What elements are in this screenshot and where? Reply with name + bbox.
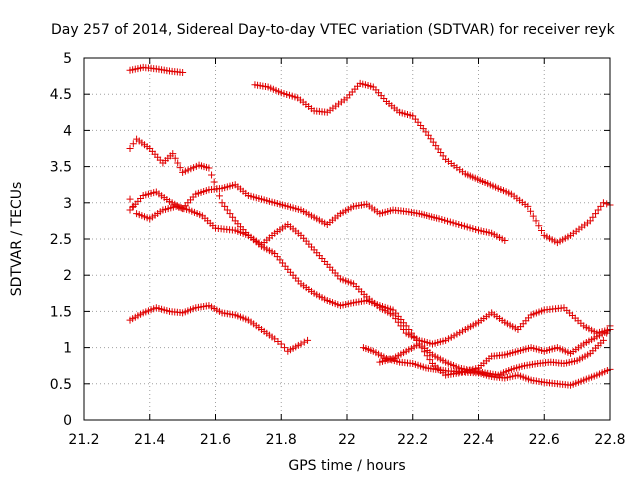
- series-s2: [251, 79, 614, 247]
- y-tick-label: 3.5: [50, 160, 72, 176]
- data-point: [405, 326, 413, 333]
- data-point: [524, 202, 532, 210]
- data-point: [176, 164, 184, 172]
- x-axis-label: GPS time / hours: [288, 458, 405, 474]
- data-point: [223, 206, 231, 214]
- y-tick-label: 3: [63, 196, 72, 212]
- data-point: [171, 154, 179, 162]
- data-point: [297, 340, 305, 348]
- data-point: [229, 213, 237, 221]
- data-point: [226, 210, 234, 218]
- grid: [84, 58, 610, 420]
- y-tick-label: 2.5: [50, 232, 72, 248]
- x-tick-label: 22.8: [594, 432, 625, 448]
- data-point: [208, 171, 216, 179]
- y-tick-label: 1: [63, 341, 72, 357]
- y-tick-label: 2: [63, 268, 72, 284]
- series-s1: [126, 63, 187, 76]
- series-s3: [126, 135, 614, 348]
- x-tick-label: 21.8: [266, 432, 297, 448]
- y-tick-label: 1.5: [50, 304, 72, 320]
- data-point: [129, 202, 137, 210]
- data-point: [210, 178, 218, 186]
- data-point: [277, 340, 285, 348]
- data-point: [599, 199, 607, 207]
- data-point: [594, 206, 602, 214]
- data-point: [603, 200, 611, 208]
- chart-title: Day 257 of 2014, Sidereal Day-to-day VTE…: [51, 22, 616, 38]
- x-tick-label: 22.6: [529, 432, 560, 448]
- data-point: [529, 212, 537, 220]
- x-tick-label: 22.2: [397, 432, 428, 448]
- data-point: [597, 202, 605, 210]
- data-point: [215, 192, 223, 200]
- data-point: [426, 356, 434, 364]
- data-point: [300, 338, 308, 346]
- series-s6: [126, 302, 312, 355]
- data-point: [527, 207, 535, 215]
- y-tick-label: 0: [63, 413, 72, 429]
- y-tick-label: 4.5: [50, 87, 72, 103]
- y-axis-label: SDTVAR / TECUs: [9, 182, 25, 297]
- series-s4: [126, 181, 509, 244]
- x-tick-label: 21.6: [200, 432, 231, 448]
- y-tick-label: 0.5: [50, 377, 72, 393]
- data-point: [532, 217, 540, 225]
- data-point: [410, 333, 418, 341]
- data-point: [304, 336, 312, 344]
- data-point: [423, 352, 431, 360]
- data-point: [402, 322, 410, 330]
- series-s5: [126, 195, 614, 379]
- y-tick-label: 5: [63, 51, 72, 67]
- data-point: [535, 222, 543, 230]
- data-point: [126, 145, 134, 152]
- plot-frame: [83, 57, 611, 421]
- data-markers: [126, 63, 614, 389]
- data-point: [169, 150, 177, 158]
- data-point: [205, 164, 213, 172]
- data-point: [174, 159, 182, 167]
- data-point: [592, 210, 600, 218]
- data-point: [415, 340, 423, 348]
- series-s8: [376, 326, 614, 379]
- x-tick-label: 22.4: [463, 432, 494, 448]
- x-tick-label: 22: [338, 432, 356, 448]
- data-point: [407, 329, 415, 337]
- x-tick-label: 21.2: [68, 432, 99, 448]
- data-point: [281, 344, 289, 352]
- data-point: [501, 236, 509, 244]
- axis-ticks: 21.2 21.4 21.6 21.8 22 22.2 22.4 22.6 22.8 0 0.5 1 1…: [50, 51, 626, 448]
- data-point: [221, 202, 229, 210]
- data-point: [218, 199, 226, 207]
- data-point: [126, 195, 134, 203]
- data-point: [599, 336, 607, 344]
- data-point: [129, 140, 137, 148]
- y-tick-label: 4: [63, 123, 72, 139]
- data-point: [538, 227, 546, 235]
- data-point: [179, 68, 187, 76]
- data-point: [589, 213, 597, 221]
- data-point: [418, 344, 426, 352]
- x-tick-label: 21.4: [134, 432, 165, 448]
- data-point: [586, 217, 594, 225]
- data-point: [421, 348, 429, 356]
